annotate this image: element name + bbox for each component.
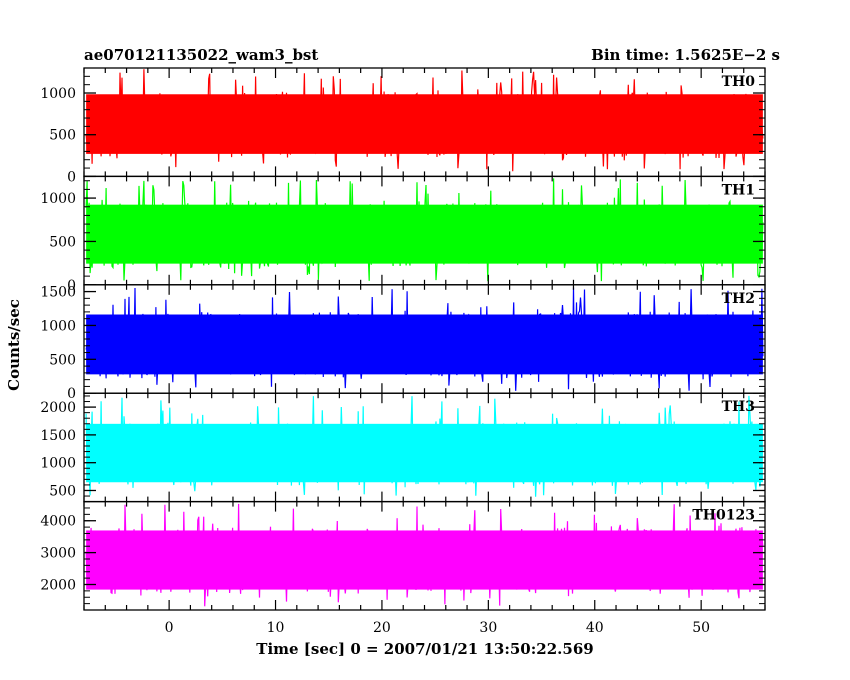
y-axis-label: Counts/sec <box>5 299 23 391</box>
panel-name-th0123: TH0123 <box>692 508 755 524</box>
series-band-th3 <box>86 423 763 483</box>
y-tick-label: 1000 <box>40 318 76 334</box>
y-tick-label: 500 <box>49 128 76 144</box>
y-tick-label: 1500 <box>40 285 76 301</box>
y-tick-label: 1000 <box>40 456 76 472</box>
y-tick-label: 4000 <box>40 514 76 530</box>
y-tick-label: 2000 <box>40 400 76 416</box>
x-tick-label: 30 <box>479 620 497 636</box>
y-tick-label: 0 <box>67 169 76 185</box>
series-band-th0123 <box>86 530 763 590</box>
y-tick-label: 2000 <box>40 577 76 593</box>
panel-name-th2: TH2 <box>722 291 755 307</box>
x-tick-label: 40 <box>586 620 604 636</box>
panel-name-th0: TH0 <box>722 74 756 90</box>
y-tick-label: 500 <box>49 234 76 250</box>
x-tick-label: 20 <box>373 620 391 636</box>
panel-th2: 0 500 1000 1500 TH2 <box>40 284 766 402</box>
series-band-th1 <box>86 204 763 264</box>
panel-name-th3: TH3 <box>722 399 755 415</box>
y-tick-label: 500 <box>49 483 76 499</box>
y-tick-label: 0 <box>67 386 76 402</box>
panel-th0: 0 500 1000 TH0 <box>40 67 766 185</box>
y-tick-label: 1000 <box>40 191 76 207</box>
y-tick-label: 1500 <box>40 428 76 444</box>
panel-name-th1: TH1 <box>722 182 755 198</box>
x-tick-label: 10 <box>267 620 285 636</box>
x-tick-label: 0 <box>165 620 174 636</box>
series-band-th0 <box>86 94 763 154</box>
x-axis-label: Time [sec] 0 = 2007/01/21 13:50:22.569 <box>256 640 593 658</box>
y-tick-label: 500 <box>49 352 76 368</box>
y-tick-label: 3000 <box>40 546 76 562</box>
panel-th1: 0 500 1000 TH1 <box>40 175 766 294</box>
panel-th0123: 2000 3000 4000 TH0123 <box>40 500 766 611</box>
y-tick-label: 0 <box>67 278 76 294</box>
series-band-th2 <box>86 314 763 375</box>
chart-title: ae070121135022_wam3_bst <box>84 46 318 64</box>
panel-th3: 500 1000 1500 2000 TH3 <box>40 392 766 503</box>
y-tick-label: 1000 <box>40 86 76 102</box>
chart-subtitle: Bin time: 1.5625E−2 s <box>591 46 780 64</box>
x-tick-label: 50 <box>692 620 710 636</box>
